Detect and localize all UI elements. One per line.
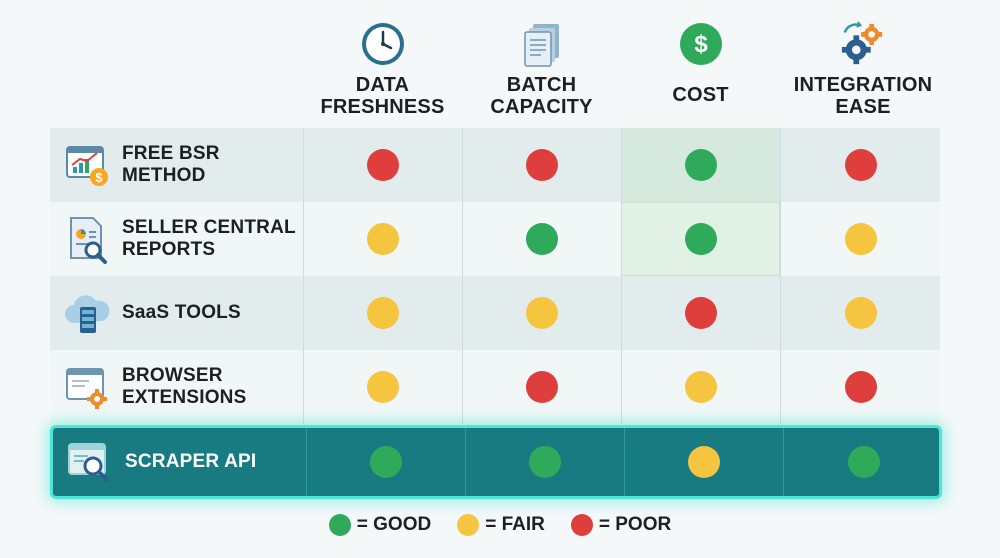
legend-item-good: = GOOD (328, 514, 432, 536)
documents-icon (518, 20, 566, 68)
dollar-icon: $ (677, 20, 725, 68)
svg-text:$: $ (95, 170, 103, 185)
row-label-cell: SELLER CENTRAL REPORTS (50, 202, 303, 276)
column-label: INTEGRATION EASE (793, 74, 933, 118)
rating-dot-fair (526, 297, 558, 329)
cloud-server-icon (62, 288, 112, 338)
rating-dot-fair (844, 297, 877, 329)
legend-dot-fair (457, 514, 480, 536)
rating-cell (303, 350, 462, 424)
column-header-data-freshness: DATA FRESHNESS (303, 0, 462, 128)
rating-cell (462, 202, 621, 276)
legend-label: = FAIR (485, 514, 545, 535)
legend-label: = GOOD (356, 514, 432, 535)
rating-dot-poor (367, 149, 399, 181)
legend-item-fair: = FAIR (457, 514, 545, 536)
column-header-cost: $ COST (621, 0, 780, 128)
legend-label: = POOR (598, 514, 672, 535)
column-header-batch-capacity: BATCH CAPACITY (462, 0, 621, 128)
rating-cell (462, 276, 621, 350)
rating-dot-poor (526, 149, 558, 181)
rating-dot-fair (367, 297, 399, 329)
rating-cell (303, 128, 462, 202)
rating-cell (462, 350, 621, 424)
clock-icon (359, 20, 407, 68)
legend-dot-good (328, 514, 351, 536)
table-row-saas-tools: SaaS TOOLS (50, 276, 940, 350)
rating-dot-good (685, 149, 717, 181)
table-row-seller-central-reports: SELLER CENTRAL REPORTS (50, 202, 940, 276)
row-label-cell: SaaS TOOLS (50, 276, 303, 350)
rating-cell (780, 202, 940, 276)
rating-cell (621, 128, 780, 202)
column-label: COST (672, 84, 729, 106)
rating-cell (306, 428, 465, 496)
row-label: SCRAPER API (125, 451, 257, 472)
rating-cell (780, 350, 940, 424)
row-label-cell: SCRAPER API (53, 428, 306, 496)
legend: = GOOD = FAIR = POOR (0, 514, 1000, 536)
rating-dot-good (847, 446, 880, 478)
column-label: BATCH CAPACITY (490, 74, 593, 118)
row-label-cell: BROWSER EXTENSIONS (50, 350, 303, 424)
rating-dot-fair (367, 223, 399, 255)
legend-dot-poor (570, 514, 593, 536)
row-label: SaaS TOOLS (122, 302, 241, 323)
legend-item-poor: = POOR (570, 514, 672, 536)
rating-dot-poor (526, 371, 558, 403)
rating-cell (780, 276, 940, 350)
rating-cell (465, 428, 624, 496)
rating-dot-fair (844, 223, 877, 255)
rating-cell (621, 202, 780, 276)
row-label: FREE BSR METHOD (122, 143, 220, 186)
rating-dot-poor (685, 297, 717, 329)
column-label: DATA FRESHNESS (320, 74, 445, 118)
svg-text:$: $ (694, 31, 708, 58)
rating-cell (783, 428, 943, 496)
rating-dot-good (370, 446, 402, 478)
column-header-integration-ease: INTEGRATION EASE (780, 0, 946, 128)
table-row-free-bsr-method: $ FREE BSR METHOD (50, 128, 940, 202)
row-label: SELLER CENTRAL REPORTS (122, 217, 296, 260)
table-row-browser-extensions: BROWSER EXTENSIONS (50, 350, 940, 424)
rating-cell (303, 202, 462, 276)
rating-dot-fair (685, 371, 717, 403)
chart-dollar-icon: $ (62, 140, 112, 190)
rating-cell (624, 428, 783, 496)
rating-cell (303, 276, 462, 350)
rating-dot-good (526, 223, 558, 255)
rating-dot-good (684, 223, 717, 255)
rating-cell (621, 276, 780, 350)
rating-dot-poor (844, 371, 877, 403)
rating-dot-good (529, 446, 561, 478)
table-row-scraper-api: SCRAPER API (50, 425, 942, 499)
browser-gear-icon (62, 362, 112, 412)
gears-icon (839, 20, 887, 68)
row-label: BROWSER EXTENSIONS (122, 365, 247, 408)
rating-dot-fair (688, 446, 720, 478)
rating-dot-poor (844, 149, 877, 181)
report-magnifier-icon (62, 214, 112, 264)
row-label-cell: $ FREE BSR METHOD (50, 128, 303, 202)
rating-cell (621, 350, 780, 424)
rating-dot-fair (367, 371, 399, 403)
rating-cell (462, 128, 621, 202)
browser-magnifier-icon (65, 437, 115, 487)
rating-cell (780, 128, 940, 202)
